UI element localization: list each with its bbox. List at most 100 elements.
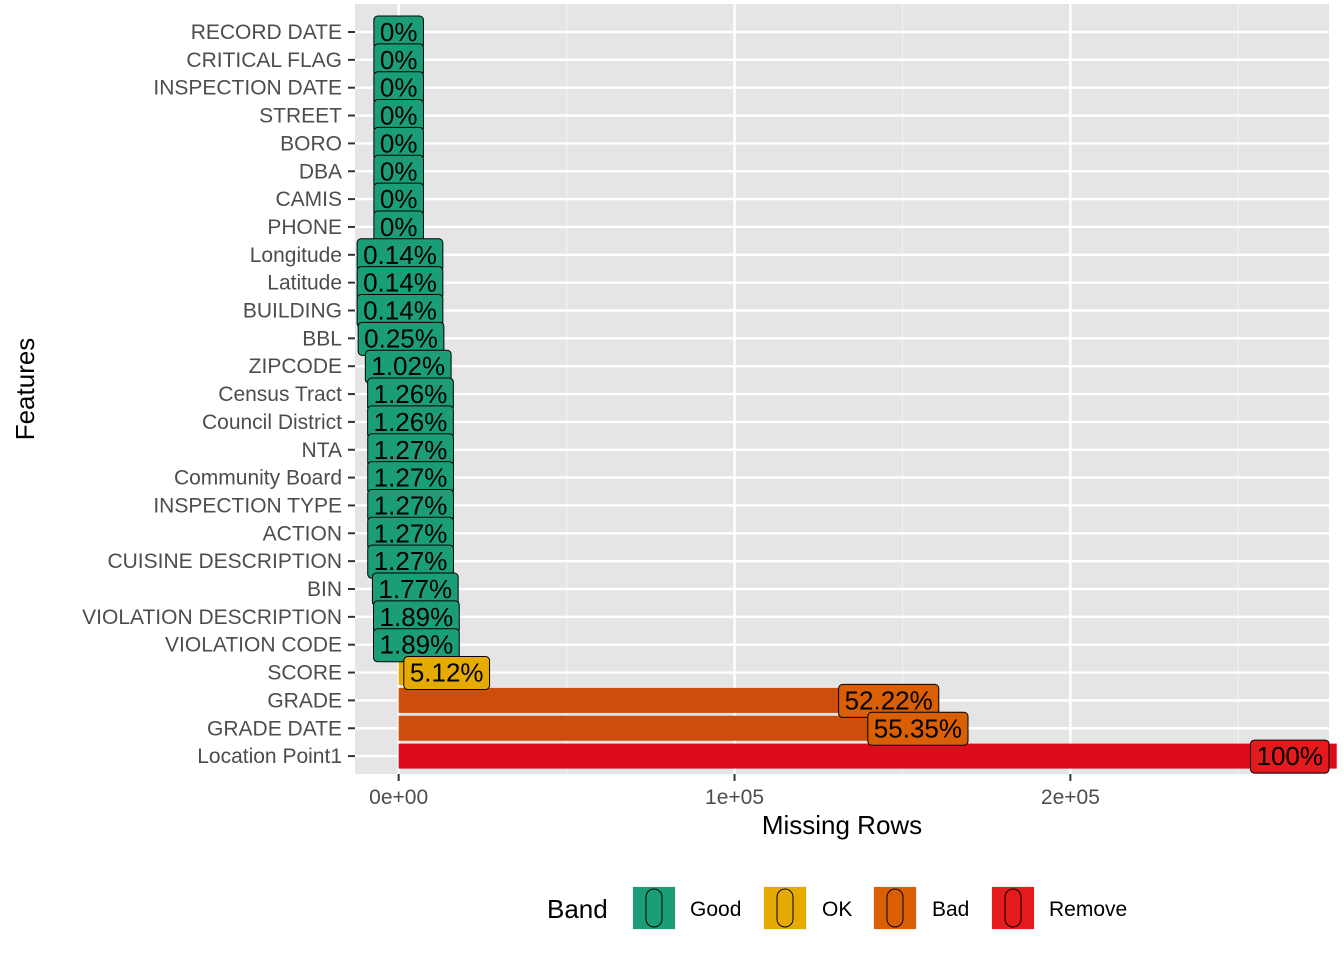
x-tick-label: 1e+05 <box>705 786 764 809</box>
y-tick-label: INSPECTION TYPE <box>153 494 342 517</box>
data-label-text: 1.27% <box>374 463 448 493</box>
y-tick-label: CUISINE DESCRIPTION <box>107 550 342 573</box>
y-tick-label: Census Tract <box>218 383 342 406</box>
legend-label: Bad <box>932 898 969 921</box>
plot-panel <box>355 4 1329 774</box>
data-label-text: 0% <box>380 73 418 103</box>
data-label-text: 1.02% <box>371 351 445 381</box>
data-label: 0% <box>373 182 424 217</box>
data-label-text: 1.89% <box>380 630 454 660</box>
legend-label: Remove <box>1049 898 1127 921</box>
data-label: 0.14% <box>356 294 444 328</box>
y-tick-label: Longitude <box>250 244 342 267</box>
data-label-text: 0% <box>380 156 418 186</box>
y-tick-label: INSPECTION DATE <box>153 77 342 100</box>
data-label-text: 1.89% <box>380 602 454 632</box>
legend-label: Good <box>690 898 741 921</box>
bar <box>398 715 918 741</box>
data-label-text: 0.25% <box>364 323 438 353</box>
panel-background <box>355 4 1329 774</box>
legend-key-glyph <box>1004 888 1022 928</box>
data-label: 0% <box>373 43 424 78</box>
data-label: 0% <box>373 71 424 106</box>
y-tick-label: DBA <box>299 160 342 183</box>
y-axis-title: Features <box>10 338 40 441</box>
y-tick-label: BORO <box>280 132 342 155</box>
data-label: 0% <box>373 210 424 245</box>
data-label: 1.89% <box>373 628 460 663</box>
data-label-text: 0% <box>380 17 418 47</box>
y-tick-label: RECORD DATE <box>191 21 342 44</box>
data-label: 0% <box>373 126 424 161</box>
x-tick-label: 2e+05 <box>1041 786 1100 809</box>
data-label: 1.89% <box>373 600 460 635</box>
data-label-text: 1.26% <box>374 407 448 437</box>
data-label: 5.12% <box>403 656 491 691</box>
y-tick-label: BUILDING <box>243 300 342 323</box>
data-label-text: 0% <box>380 212 418 242</box>
data-label-text: 1.77% <box>378 574 452 604</box>
y-tick-label: ZIPCODE <box>249 355 342 378</box>
data-label: 0.14% <box>356 238 444 273</box>
data-label: 1.27% <box>367 433 454 468</box>
data-label-text: 1.27% <box>374 546 448 576</box>
data-label: 0.14% <box>356 266 444 301</box>
y-tick-label: VIOLATION DESCRIPTION <box>82 606 342 629</box>
legend-key-glyph <box>645 888 663 928</box>
y-tick-label: GRADE <box>267 689 342 712</box>
y-tick-label: GRADE DATE <box>207 717 342 740</box>
legend-label: OK <box>822 898 852 921</box>
y-tick-label: Location Point1 <box>197 745 342 768</box>
data-label-text: 0.14% <box>363 268 437 298</box>
data-label: 1.27% <box>367 461 454 496</box>
data-label-text: 52.22% <box>845 685 933 715</box>
y-tick-label: VIOLATION CODE <box>165 634 342 657</box>
data-label: 0.25% <box>357 321 445 356</box>
y-tick-label: NTA <box>302 439 342 462</box>
bar <box>398 687 889 713</box>
data-label: 1.77% <box>371 572 459 607</box>
y-tick-label: STREET <box>259 105 342 128</box>
y-tick-label: Community Board <box>174 467 342 490</box>
data-labels: 0%0%0%0%0%0%0%0%0.14%0.14%0.14%0.25%1.02… <box>356 15 1330 774</box>
legend-key-glyph <box>776 888 794 928</box>
data-label-text: 5.12% <box>410 658 484 688</box>
data-label: 55.35% <box>867 711 969 746</box>
x-axis-title: Missing Rows <box>762 810 922 840</box>
data-label: 0% <box>373 154 424 189</box>
y-tick-label: SCORE <box>267 662 342 685</box>
data-label: 1.26% <box>367 377 454 412</box>
data-label-text: 1.27% <box>374 490 448 520</box>
data-label-text: 1.27% <box>374 518 448 548</box>
data-label-text: 0% <box>380 184 418 214</box>
y-tick-label: ACTION <box>263 522 342 545</box>
y-tick-label: BBL <box>302 327 342 350</box>
data-label: 100% <box>1250 739 1330 774</box>
data-label-text: 0.14% <box>363 240 437 270</box>
bar <box>398 743 1337 769</box>
data-label-text: 100% <box>1257 741 1324 771</box>
data-label: 1.27% <box>367 516 454 551</box>
y-tick-label: Latitude <box>267 272 342 295</box>
legend: Band Good OK Bad Remove <box>547 886 1127 930</box>
x-tick-label: 0e+00 <box>369 786 428 809</box>
data-label-text: 0.14% <box>363 296 437 326</box>
data-label-text: 0% <box>380 101 418 131</box>
data-label-text: 0% <box>380 45 418 75</box>
y-tick-label: BIN <box>307 578 342 601</box>
y-tick-label: PHONE <box>267 216 342 239</box>
y-tick-label: CRITICAL FLAG <box>186 49 342 72</box>
legend-title: Band <box>547 894 608 924</box>
y-axis-ticks: RECORD DATE CRITICAL FLAG INSPECTION DATE S… <box>82 21 355 768</box>
y-tick-label: CAMIS <box>275 188 342 211</box>
data-label-text: 1.26% <box>374 379 448 409</box>
legend-key-glyph <box>886 888 904 928</box>
data-label-text: 0% <box>380 128 418 158</box>
data-label-box <box>403 656 491 691</box>
data-label: 0% <box>373 99 424 134</box>
x-axis-ticks: 0e+00 1e+05 2e+05 <box>369 774 1100 809</box>
data-label-text: 55.35% <box>874 713 962 743</box>
data-label-box <box>1250 739 1330 774</box>
y-tick-label: Council District <box>202 411 342 434</box>
